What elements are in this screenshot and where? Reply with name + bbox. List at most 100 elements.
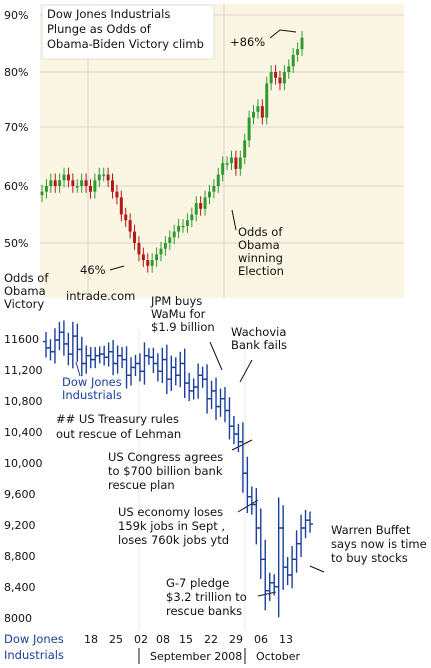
odds-candle <box>269 72 273 84</box>
odds-candle <box>80 180 84 186</box>
lehman-annotation-line-2: out rescue of Lehman <box>56 427 181 441</box>
bottom-y-tick: 8000 <box>4 612 32 625</box>
obama-annotation-line-1: Odds of <box>238 225 283 239</box>
odds-candle <box>225 163 229 165</box>
odds-candle <box>58 180 62 186</box>
odds-candle <box>150 260 154 266</box>
x-tick: 29 <box>229 633 243 646</box>
odds-candle <box>172 231 176 238</box>
x-tick: 25 <box>109 633 123 646</box>
odds-candle <box>177 225 181 232</box>
odds-candle <box>128 220 132 232</box>
odds-candle <box>71 180 75 186</box>
bottom-y-tick: 10,000 <box>4 457 43 470</box>
buffet-annotation-pointer <box>309 565 325 573</box>
odds-candle <box>252 111 256 118</box>
top-y-tick: 60% <box>4 180 28 193</box>
odds-candle <box>265 83 269 118</box>
g7-annotation-pointer <box>257 591 277 597</box>
odds-candle <box>66 174 70 181</box>
odds-candle <box>207 191 211 198</box>
bottom-y-tick: 10,400 <box>4 426 43 439</box>
dow-candles <box>43 320 313 618</box>
jpm-annotation-line-1: JPM buys <box>150 294 202 308</box>
odds-candle <box>155 254 159 261</box>
buffet-annotation-line-1: Warren Buffet <box>331 523 411 537</box>
corner-label-line-2: Industrials <box>4 648 64 662</box>
odds-candle <box>278 77 282 84</box>
odds-candle <box>124 214 128 221</box>
buffet-annotation-line-3: to buy stocks <box>331 551 408 565</box>
top-y-tick: 90% <box>4 9 28 22</box>
odds-candle <box>163 243 167 249</box>
month-label: October <box>256 650 300 663</box>
g7-annotation-line-2: $3.2 trillion to <box>166 590 247 604</box>
bottom-panel-grid <box>138 330 246 630</box>
odds-candle <box>84 180 88 186</box>
odds-candle <box>93 180 97 192</box>
wachovia-annotation-line-2: Bank fails <box>231 338 287 352</box>
wachovia-annotation-line-1: Wachovia <box>231 325 286 339</box>
bottom-y-tick: 11,200 <box>4 364 43 377</box>
odds-candle <box>300 37 304 50</box>
odds-candle <box>97 174 101 181</box>
congress-annotation-line-2: to $700 billion bank <box>108 464 223 478</box>
dow-series-label-pointer <box>75 361 81 377</box>
jpm-annotation-line-2: WaMu for <box>151 307 206 321</box>
odds-candle <box>274 72 278 78</box>
odds-candle <box>75 186 79 188</box>
congress-annotation-line-3: rescue plan <box>108 478 175 492</box>
odds-candle <box>49 180 53 186</box>
top-side-label-line-1: Odds of <box>4 271 49 285</box>
odds-candle <box>260 106 264 118</box>
bottom-y-tick: 10,800 <box>4 395 43 408</box>
odds-candle <box>256 106 260 112</box>
odds-candle <box>141 254 145 261</box>
lehman-annotation-line-1: ## US Treasury rules <box>56 412 179 426</box>
top-y-tick: 70% <box>4 121 28 134</box>
odds-candle <box>181 225 185 228</box>
obama-annotation-line-4: Election <box>238 264 284 278</box>
top-side-label-line-3: Victory <box>4 297 44 311</box>
odds-candle <box>115 191 119 198</box>
jobs-annotation-line-3: loses 760k jobs ytd <box>118 533 229 547</box>
x-tick: 13 <box>279 633 293 646</box>
bottom-y-tick: 9,200 <box>4 519 36 532</box>
odds-candle <box>234 157 238 169</box>
odds-candle <box>287 66 291 72</box>
odds-candle <box>88 186 92 192</box>
odds-candle <box>190 214 194 221</box>
odds-candle <box>146 260 150 266</box>
x-tick: 08 <box>156 633 170 646</box>
top-side-label-line-2: Obama <box>4 284 46 298</box>
x-tick: 18 <box>84 633 98 646</box>
odds-candle <box>221 163 225 175</box>
top-y-tick: 80% <box>4 66 28 79</box>
odds-candle <box>40 191 44 196</box>
buffet-annotation-line-2: says now is time <box>331 537 427 551</box>
bottom-y-tick: 8,400 <box>4 581 36 594</box>
bottom-y-tick: 8,800 <box>4 550 36 563</box>
g7-annotation-line-3: rescue banks <box>166 604 242 618</box>
odds-candle <box>238 157 242 169</box>
x-tick: 22 <box>204 633 218 646</box>
obama-annotation-line-3: winning <box>238 251 283 265</box>
odds-candles <box>40 30 304 273</box>
odds-candle <box>291 54 295 67</box>
odds-candle <box>106 174 110 181</box>
congress-annotation-line-1: US Congress agrees <box>108 450 223 464</box>
x-tick: 15 <box>179 633 193 646</box>
x-tick: 06 <box>254 633 268 646</box>
odds-candle <box>44 186 48 192</box>
x-tick: 02 <box>134 633 148 646</box>
odds-candle <box>102 174 106 177</box>
odds-candle <box>185 220 189 226</box>
odds-candle <box>119 197 123 215</box>
odds-candle <box>53 180 57 186</box>
jobs-annotation-line-1: US economy loses <box>118 505 223 519</box>
obama-annotation-pointer <box>231 209 237 231</box>
low-annotation: 46% <box>80 263 106 277</box>
odds-candle <box>62 174 66 181</box>
odds-candle <box>133 231 137 243</box>
